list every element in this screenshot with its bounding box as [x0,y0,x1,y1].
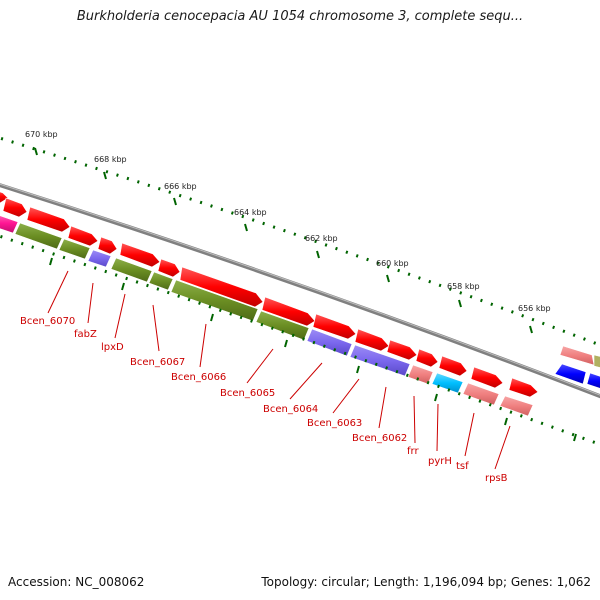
gene-label-bcen-6064[interactable]: Bcen_6064 [263,404,318,415]
ruler-tick [49,257,53,266]
gene-feature[interactable] [170,279,259,322]
gene-feature[interactable] [312,313,357,340]
ruler-tick [386,274,390,283]
ruler-tick [434,393,438,402]
ruler-tick [316,250,320,259]
gene-label-fabz[interactable]: fabZ [74,329,97,340]
gene-feature[interactable] [593,354,600,368]
gene-feature[interactable] [586,372,600,389]
gene-label-lpxd[interactable]: lpxD [101,342,124,353]
label-leaders [47,270,511,470]
gene-feature[interactable] [97,236,118,255]
ruler-tick [103,171,107,180]
gene-feature[interactable] [157,258,181,278]
gene-label-bcen-6070[interactable]: Bcen_6070 [20,316,75,327]
gene-labels: Bcen_6070 fabZ lpxD Bcen_6067 Bcen_6066 … [20,316,508,484]
gene-feature[interactable] [179,266,264,308]
outer-ruler: 670 kbp 668 kbp 666 kbp 664 kbp 662 kbp … [0,130,600,347]
gene-feature[interactable] [306,328,353,357]
ruler-label-666: 666 kbp [164,182,197,191]
gene-feature[interactable] [87,249,112,268]
ruler-tick [504,417,508,426]
gene-feature[interactable] [148,271,174,291]
gene-feature[interactable] [110,257,153,283]
gene-feature[interactable] [2,197,28,218]
ruler-label-656: 656 kbp [518,304,551,313]
gene-feature[interactable] [349,344,411,377]
leader-line [494,425,511,470]
gene-feature[interactable] [431,372,464,394]
ruler-tick [34,147,38,156]
leader-line [289,362,323,400]
ruler-label-660: 660 kbp [376,259,409,268]
ruler-tick [173,197,177,206]
gene-feature[interactable] [119,242,161,268]
gene-feature[interactable] [58,238,91,260]
map-title: Burkholderia cenocepacia AU 1054 chromos… [76,9,524,24]
gene-feature[interactable] [438,355,468,377]
gene-feature[interactable] [559,345,595,366]
accession-text: Accession: NC_008062 [8,575,145,589]
inner-ruler [0,234,600,446]
gene-feature[interactable] [0,214,19,234]
gene-feature[interactable] [261,296,316,327]
leader-line [413,395,416,444]
gene-label-bcen-6066[interactable]: Bcen_6066 [171,372,226,383]
gene-feature[interactable] [415,348,439,368]
gene-feature[interactable] [386,339,418,361]
ruler-tick [284,339,288,348]
topology-summary: Topology: circular; Length: 1,196,094 bp… [261,575,591,589]
ruler-tick [210,313,214,322]
gene-feature[interactable] [67,225,99,247]
leader-line [152,304,160,352]
chromosome-backbone [0,183,600,399]
ruler-label-670: 670 kbp [25,130,58,139]
ruler-tick [121,282,125,291]
forward-strand [0,190,600,398]
ruler-tick [573,433,577,442]
leader-line [114,293,126,339]
gene-label-bcen-6067[interactable]: Bcen_6067 [130,357,185,368]
leader-line [332,378,360,414]
gene-feature[interactable] [354,328,390,352]
gene-feature[interactable] [462,382,500,406]
gene-feature[interactable] [554,363,587,385]
ruler-tick [529,325,533,334]
gene-label-frr[interactable]: frr [407,446,419,457]
leader-line [199,323,207,368]
ruler-label-664: 664 kbp [234,208,267,217]
ruler-label-658: 658 kbp [447,282,480,291]
leader-line [378,386,387,429]
ruler-tick [458,299,462,308]
leader-line [464,412,475,457]
gene-feature[interactable] [508,377,539,398]
gene-label-bcen-6062[interactable]: Bcen_6062 [352,433,407,444]
leader-line [246,348,274,384]
gene-feature[interactable] [14,222,63,250]
gene-feature[interactable] [499,395,534,417]
leader-line [436,403,439,452]
ruler-tick [244,223,248,232]
gene-label-tsf[interactable]: tsf [456,461,469,472]
gene-label-pyrh[interactable]: pyrH [428,456,452,467]
ruler-tick [356,365,360,374]
gene-track [0,214,600,417]
gene-label-rpsb[interactable]: rpsB [485,473,508,484]
gene-feature[interactable] [407,364,434,385]
gene-feature[interactable] [0,190,9,204]
gene-feature[interactable] [470,366,504,389]
leader-line [87,282,94,324]
leader-line [47,270,69,314]
gene-feature[interactable] [26,206,71,233]
gene-label-bcen-6065[interactable]: Bcen_6065 [220,388,275,399]
ruler-label-662: 662 kbp [305,234,338,243]
ruler-label-668: 668 kbp [94,155,127,164]
gene-label-bcen-6063[interactable]: Bcen_6063 [307,418,362,429]
